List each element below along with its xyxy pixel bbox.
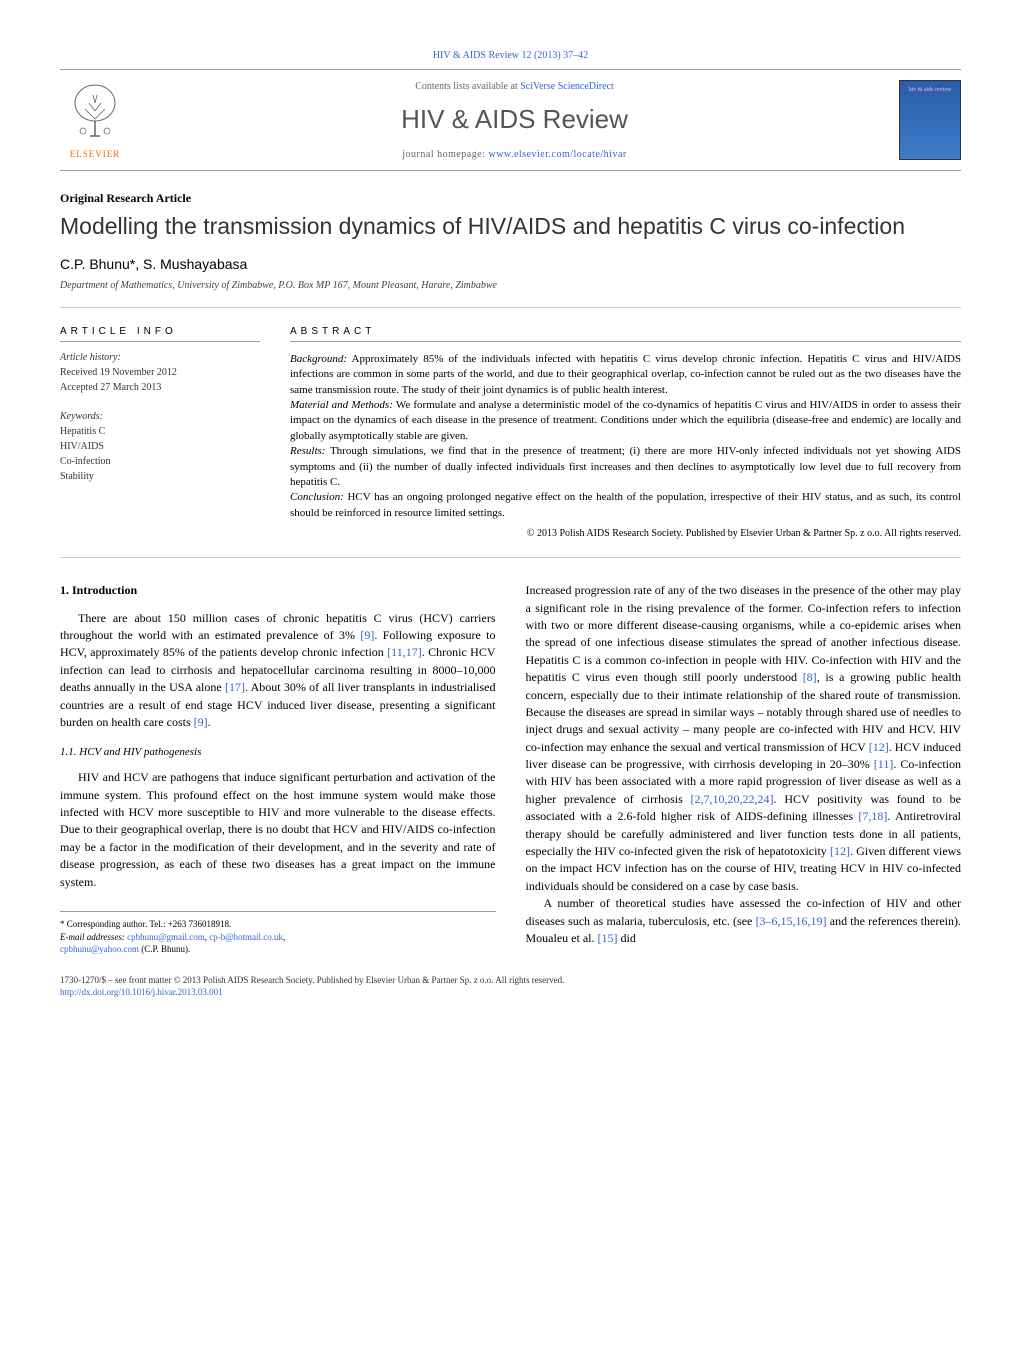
- contents-available: Contents lists available at SciVerse Sci…: [130, 81, 899, 92]
- article-title: Modelling the transmission dynamics of H…: [60, 212, 961, 242]
- keyword: Stability: [60, 469, 260, 484]
- accepted-date: Accepted 27 March 2013: [60, 380, 260, 395]
- abstract-text: Background: Approximately 85% of the ind…: [290, 352, 961, 541]
- con-head: Conclusion:: [290, 491, 344, 503]
- article-info-heading: ARTICLE INFO: [60, 326, 260, 342]
- citation-ref[interactable]: [8]: [803, 670, 817, 684]
- res-head: Results:: [290, 445, 325, 457]
- citation-ref[interactable]: [9]: [360, 628, 374, 642]
- citation-line: HIV & AIDS Review 12 (2013) 37–42: [60, 50, 961, 61]
- citation-ref[interactable]: [12]: [830, 844, 850, 858]
- right-column: Increased progression rate of any of the…: [526, 582, 962, 956]
- citation-ref[interactable]: [3–6,15,16,19]: [756, 914, 827, 928]
- corresponding-author: * Corresponding author. Tel.: +263 73601…: [60, 918, 496, 931]
- homepage-prefix: journal homepage:: [402, 149, 488, 160]
- authors: C.P. Bhunu*, S. Mushayabasa: [60, 256, 961, 272]
- keyword: HIV/AIDS: [60, 439, 260, 454]
- header-center: Contents lists available at SciVerse Sci…: [130, 81, 899, 160]
- citation-text: HIV & AIDS Review 12 (2013) 37–42: [433, 50, 588, 61]
- email-link[interactable]: cp-b@hotmail.co.uk: [209, 932, 283, 942]
- intro-heading: 1. Introduction: [60, 582, 496, 599]
- doi-link[interactable]: http://dx.doi.org/10.1016/j.hivar.2013.0…: [60, 987, 223, 997]
- received-date: Received 19 November 2012: [60, 365, 260, 380]
- citation-ref[interactable]: [11]: [874, 757, 894, 771]
- article-type: Original Research Article: [60, 191, 961, 206]
- text: did: [617, 931, 635, 945]
- page-container: HIV & AIDS Review 12 (2013) 37–42 ELSEVI…: [0, 0, 1021, 1039]
- email-link[interactable]: cpbhunu@yahoo.com: [60, 944, 139, 954]
- citation-ref[interactable]: [9]: [194, 715, 208, 729]
- homepage-line: journal homepage: www.elsevier.com/locat…: [130, 149, 899, 160]
- elsevier-tree-icon: [65, 81, 125, 141]
- journal-header: ELSEVIER Contents lists available at Sci…: [60, 69, 961, 171]
- footnotes: * Corresponding author. Tel.: +263 73601…: [60, 911, 496, 956]
- abstract-heading: ABSTRACT: [290, 326, 961, 342]
- citation-ref[interactable]: [7,18]: [858, 809, 887, 823]
- publisher-name: ELSEVIER: [60, 149, 130, 159]
- sciencedirect-link[interactable]: SciVerse ScienceDirect: [520, 81, 614, 92]
- email-line: E-mail addresses: cpbhunu@gmail.com, cp-…: [60, 931, 496, 944]
- abstract-column: ABSTRACT Background: Approximately 85% o…: [290, 326, 961, 541]
- text: .: [208, 715, 211, 729]
- journal-cover: hiv & aids review: [899, 80, 961, 160]
- citation-ref[interactable]: [12]: [869, 740, 889, 754]
- cover-text: hiv & aids review: [909, 87, 952, 94]
- body-columns: 1. Introduction There are about 150 mill…: [60, 582, 961, 956]
- publisher-logo: ELSEVIER: [60, 81, 130, 159]
- citation-ref[interactable]: [11,17]: [387, 645, 422, 659]
- res-text: Through simulations, we find that in the…: [290, 445, 961, 488]
- keyword: Hepatitis C: [60, 424, 260, 439]
- email-label: E-mail addresses:: [60, 932, 127, 942]
- intro-paragraph: There are about 150 million cases of chr…: [60, 610, 496, 732]
- col2-paragraph-1: Increased progression rate of any of the…: [526, 582, 962, 895]
- homepage-url[interactable]: www.elsevier.com/locate/hivar: [488, 149, 626, 160]
- bg-head: Background:: [290, 353, 347, 365]
- citation-ref[interactable]: [17]: [225, 680, 245, 694]
- subsection-heading: 1.1. HCV and HIV pathogenesis: [60, 745, 496, 761]
- email-name: (C.P. Bhunu).: [139, 944, 190, 954]
- keywords-block: Keywords: Hepatitis C HIV/AIDS Co-infect…: [60, 409, 260, 484]
- keyword: Co-infection: [60, 454, 260, 469]
- email-line-2: cpbhunu@yahoo.com (C.P. Bhunu).: [60, 943, 496, 956]
- col2-paragraph-2: A number of theoretical studies have ass…: [526, 895, 962, 947]
- mm-head: Material and Methods:: [290, 399, 393, 411]
- history-head: Article history:: [60, 350, 260, 365]
- text: Increased progression rate of any of the…: [526, 583, 962, 684]
- email-link[interactable]: cpbhunu@gmail.com: [127, 932, 205, 942]
- issn-line: 1730-1270/$ – see front matter © 2013 Po…: [60, 974, 961, 987]
- footer: 1730-1270/$ – see front matter © 2013 Po…: [60, 974, 961, 999]
- copyright: © 2013 Polish AIDS Research Society. Pub…: [290, 527, 961, 541]
- citation-ref[interactable]: [2,7,10,20,22,24]: [691, 792, 774, 806]
- article-history: Article history: Received 19 November 20…: [60, 350, 260, 395]
- article-info-column: ARTICLE INFO Article history: Received 1…: [60, 326, 260, 541]
- affiliation: Department of Mathematics, University of…: [60, 280, 961, 308]
- sub-paragraph: HIV and HCV are pathogens that induce si…: [60, 769, 496, 891]
- contents-prefix: Contents lists available at: [415, 81, 520, 92]
- abstract-section: ARTICLE INFO Article history: Received 1…: [60, 326, 961, 558]
- bg-text: Approximately 85% of the individuals inf…: [290, 353, 961, 396]
- keywords-head: Keywords:: [60, 409, 260, 424]
- left-column: 1. Introduction There are about 150 mill…: [60, 582, 496, 956]
- citation-ref[interactable]: [15]: [597, 931, 617, 945]
- journal-name: HIV & AIDS Review: [130, 104, 899, 135]
- con-text: HCV has an ongoing prolonged negative ef…: [290, 491, 961, 518]
